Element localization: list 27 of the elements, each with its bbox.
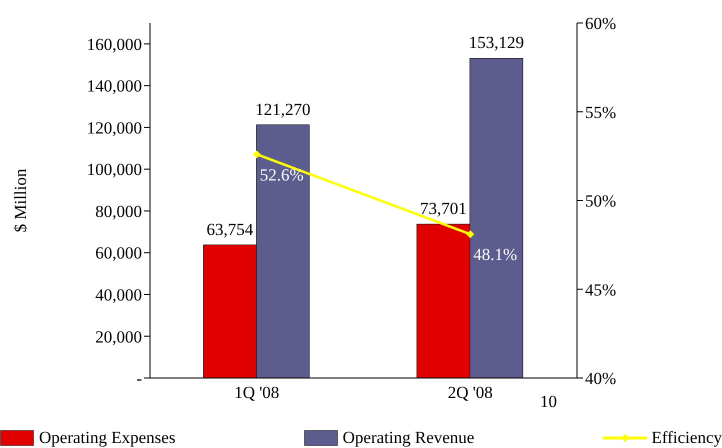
x-tick-label: 2Q '08: [448, 383, 493, 402]
data-label: 48.1%: [473, 245, 518, 264]
text: 10: [540, 392, 557, 412]
y2-tick-label: 55%: [585, 102, 616, 122]
data-label: 63,754: [206, 220, 254, 239]
x-tick-label: 1Q '08: [234, 383, 280, 402]
y-tick-label: 40,000: [95, 286, 142, 305]
legend-label: Operating Expenses: [39, 428, 176, 448]
y-tick-label: 120,000: [86, 118, 142, 138]
y-tick-label: 60,000: [95, 244, 142, 263]
data-label: 121,270: [255, 100, 310, 119]
y2-tick-label: 50%: [585, 192, 616, 211]
data-label: 52.6%: [260, 165, 304, 184]
y-tick-label: -: [136, 369, 142, 388]
y-axis-title: $ Million: [11, 168, 30, 232]
data-label: 153,129: [468, 33, 524, 52]
y2-tick-label: 60%: [585, 14, 616, 34]
legend-label: Operating Revenue: [342, 428, 474, 448]
y-tick-label: 20,000: [95, 327, 142, 346]
legend-label: Efficiency: [652, 428, 722, 448]
y-tick-label: 140,000: [86, 76, 142, 96]
y2-tick-label: 45%: [585, 280, 616, 300]
y-tick-label: 80,000: [95, 202, 142, 221]
y2-tick-label: 40%: [585, 369, 616, 388]
data-label: 73,701: [420, 199, 467, 218]
y-tick-label: 100,000: [86, 160, 142, 180]
y-tick-label: 160,000: [86, 34, 142, 54]
